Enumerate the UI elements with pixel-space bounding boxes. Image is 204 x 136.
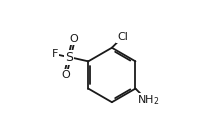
Text: Cl: Cl [117,32,128,42]
Text: F: F [52,49,58,59]
Text: O: O [61,70,70,80]
Text: NH$_2$: NH$_2$ [137,93,159,107]
Text: O: O [69,34,78,44]
Text: S: S [65,51,73,64]
